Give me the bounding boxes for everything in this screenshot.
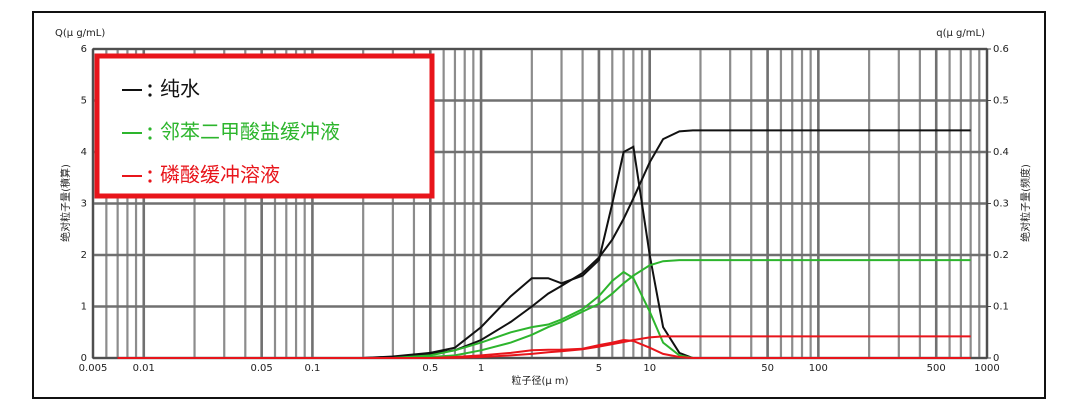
y2-tick-label: 0.3 bbox=[993, 199, 1009, 210]
legend-colon bbox=[148, 179, 152, 183]
y2-label: 绝对粒子量(频度) bbox=[1019, 164, 1032, 242]
y-tick-label: 2 bbox=[81, 250, 87, 261]
x-tick-label: 5 bbox=[596, 363, 602, 374]
labels: Q(μ g/mL) q(μ g/mL) 粒子径(μ m) 绝对粒子量(積算) 绝… bbox=[55, 28, 1032, 387]
x-tick-label: 0.01 bbox=[133, 363, 155, 374]
x-tick-label: 0.05 bbox=[251, 363, 273, 374]
y-unit: Q(μ g/mL) bbox=[55, 28, 105, 39]
legend-label: 邻苯二甲酸盐缓冲液 bbox=[160, 120, 340, 144]
y-tick-label: 0 bbox=[81, 353, 87, 364]
lines bbox=[117, 129, 971, 359]
legend-colon bbox=[148, 136, 152, 140]
y-tick-label: 5 bbox=[81, 96, 87, 107]
x-tick-label: 0.5 bbox=[422, 363, 438, 374]
legend-colon bbox=[148, 93, 152, 97]
y2-unit: q(μ g/mL) bbox=[936, 28, 985, 39]
y-tick-label: 6 bbox=[81, 44, 87, 55]
plot-border bbox=[92, 48, 988, 359]
legend-colon bbox=[148, 170, 152, 174]
y-tick-label: 4 bbox=[81, 147, 87, 158]
x-tick-label: 0.005 bbox=[79, 363, 108, 374]
x-tick-label: 500 bbox=[927, 363, 946, 374]
y2-tick-label: 0.4 bbox=[993, 147, 1009, 158]
y2-tick-label: 0.2 bbox=[993, 250, 1009, 261]
x-label: 粒子径(μ m) bbox=[511, 374, 568, 387]
x-tick-label: 0.1 bbox=[304, 363, 320, 374]
y2-tick-label: 0.6 bbox=[993, 44, 1009, 55]
x-tick-label: 50 bbox=[761, 363, 774, 374]
x-tick-label: 10 bbox=[643, 363, 656, 374]
y-tick-label: 1 bbox=[81, 302, 87, 313]
y2-tick-label: 0.1 bbox=[993, 302, 1009, 313]
legend-box bbox=[94, 53, 435, 199]
legend-colon bbox=[148, 84, 152, 88]
legend-label: 磷酸缓冲溶液 bbox=[160, 163, 280, 187]
frequency-line bbox=[117, 338, 971, 359]
x-tick-label: 1000 bbox=[974, 363, 999, 374]
y-tick-label: 3 bbox=[81, 199, 87, 210]
y-label: 绝对粒子量(積算) bbox=[59, 164, 72, 242]
x-tick-label: 100 bbox=[809, 363, 828, 374]
legend-colon bbox=[148, 127, 152, 131]
y2-tick-label: 0.5 bbox=[993, 96, 1009, 107]
y2-tick-label: 0 bbox=[993, 353, 999, 364]
legend-label: 纯水 bbox=[160, 77, 200, 101]
x-tick-label: 1 bbox=[478, 363, 484, 374]
